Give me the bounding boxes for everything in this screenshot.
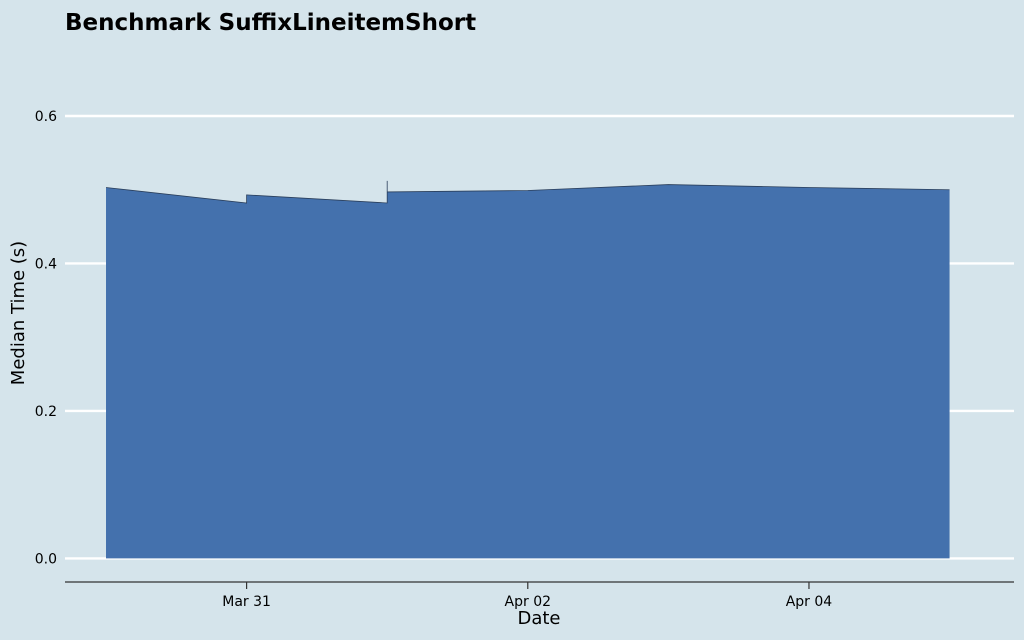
x-axis-label: Date xyxy=(517,608,560,629)
x-tick-label-2: Apr 04 xyxy=(786,594,833,610)
y-axis-ticks: 0.0 0.2 0.4 0.6 xyxy=(35,109,57,567)
x-tick-label-0: Mar 31 xyxy=(222,594,271,610)
series-area-0 xyxy=(106,180,950,559)
x-tick-label-1: Apr 02 xyxy=(505,594,551,610)
y-tick-label-0: 0.0 xyxy=(35,551,57,567)
series-line-0 xyxy=(105,180,950,204)
x-axis-ticks: Mar 31 Apr 02 Apr 04 xyxy=(222,582,832,610)
y-tick-label-2: 0.4 xyxy=(35,256,57,272)
y-axis-label: Median Time (s) xyxy=(8,241,29,385)
series-areas xyxy=(105,180,950,559)
y-tick-label-3: 0.6 xyxy=(35,109,57,125)
y-tick-label-1: 0.2 xyxy=(35,404,57,420)
chart-title: Benchmark SuffixLineitemShort xyxy=(65,10,476,36)
